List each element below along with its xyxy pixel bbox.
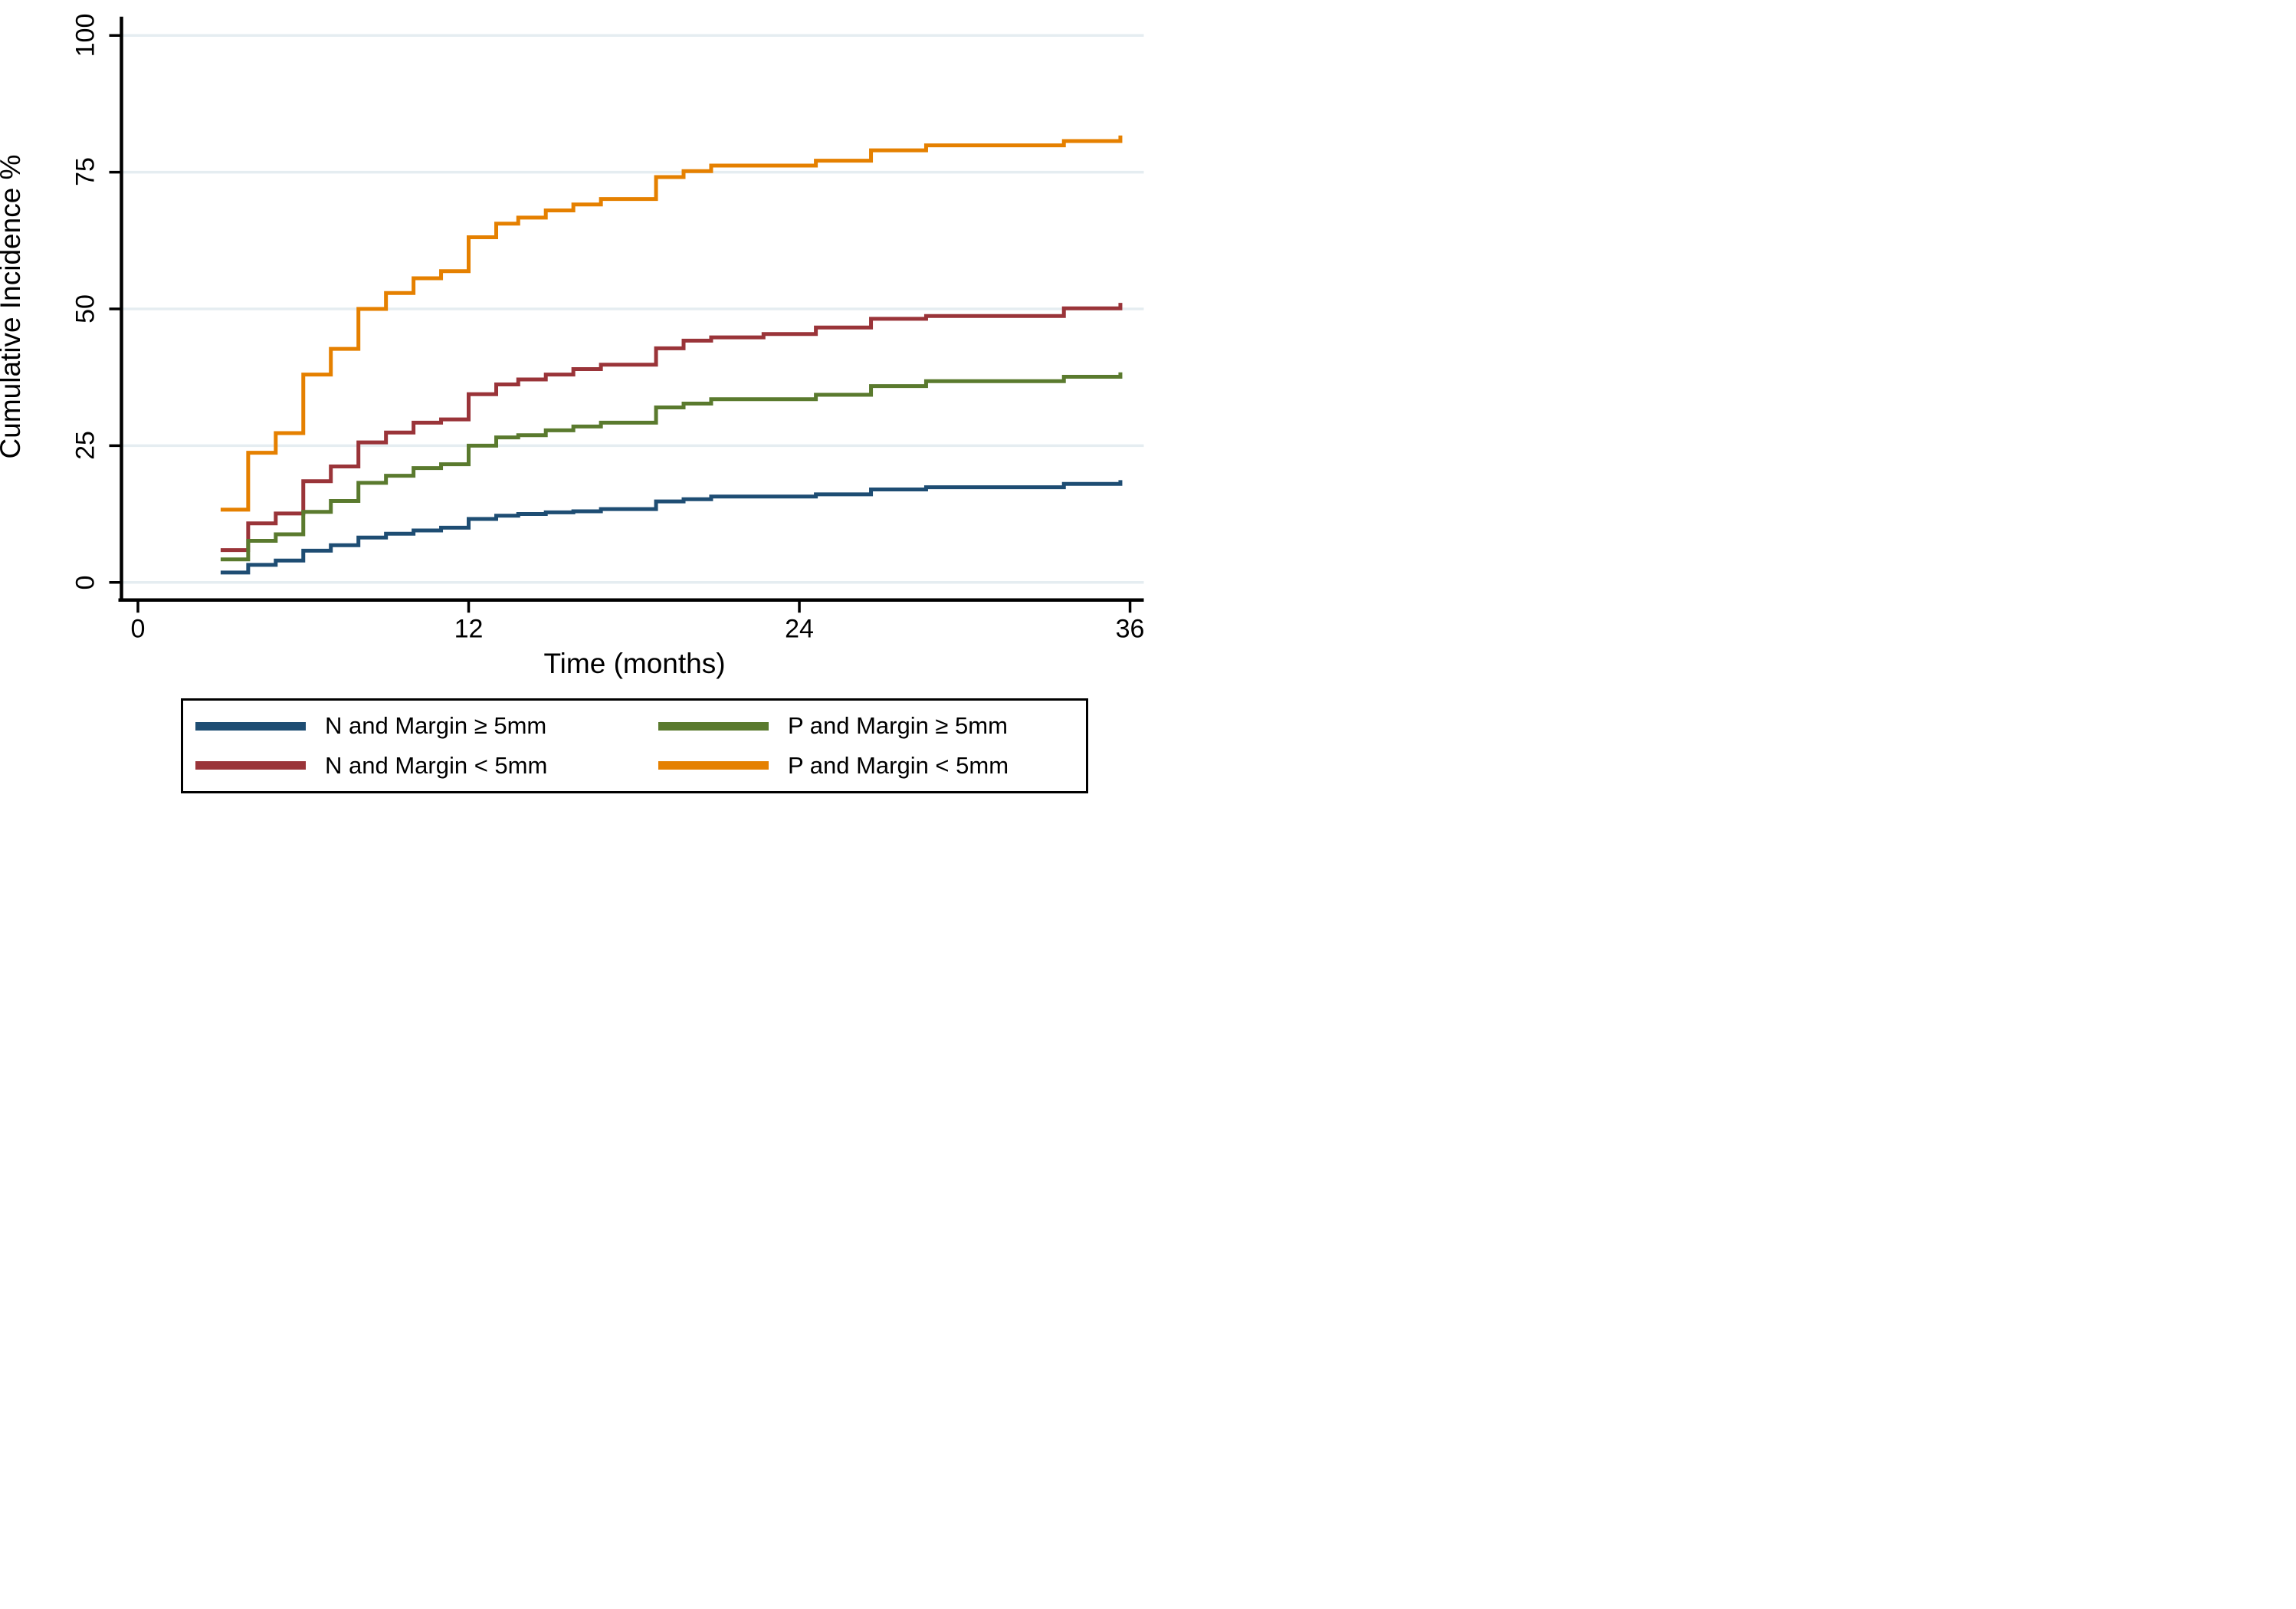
legend-item: P and Margin ≥ 5mm — [658, 712, 1008, 740]
y-tick-label: 0 — [71, 575, 100, 589]
legend-row: N and Margin < 5mm P and Margin < 5mm — [183, 752, 1086, 780]
legend-item: N and Margin ≥ 5mm — [195, 712, 658, 740]
x-tick-label: 0 — [130, 614, 146, 644]
legend-line-swatch-orange — [658, 761, 769, 770]
series-curve — [220, 372, 1123, 562]
legend-label: P and Margin ≥ 5mm — [788, 712, 1008, 740]
x-tick-label: 24 — [785, 614, 814, 644]
series-curve — [220, 480, 1123, 575]
legend-item: N and Margin < 5mm — [195, 752, 658, 780]
series-curve — [220, 135, 1123, 512]
x-tick-label: 12 — [454, 614, 484, 644]
legend-label: N and Margin < 5mm — [325, 751, 548, 779]
y-axis-title: Cumulative Incidence % — [0, 155, 26, 459]
series-curve — [220, 303, 1123, 553]
y-tick-label: 25 — [71, 431, 100, 461]
y-tick-label: 50 — [71, 294, 100, 323]
legend-row: N and Margin ≥ 5mm P and Margin ≥ 5mm — [183, 712, 1086, 740]
x-axis-title: Time (months) — [543, 648, 726, 679]
legend-label: P and Margin < 5mm — [788, 751, 1009, 779]
legend-line-swatch-blue — [195, 721, 306, 731]
y-tick-label: 100 — [71, 13, 100, 57]
legend-line-swatch-green — [658, 721, 769, 731]
cumulative-incidence-chart: Cumulative Incidence % Time (months) 0 25… — [0, 0, 1148, 805]
plot-area — [109, 16, 1144, 613]
legend-item: P and Margin < 5mm — [658, 752, 1009, 780]
x-tick-label: 36 — [1115, 614, 1145, 644]
legend-box: N and Margin ≥ 5mm P and Margin ≥ 5mm N … — [181, 698, 1088, 793]
legend-line-swatch-maroon — [195, 761, 306, 770]
legend-label: N and Margin ≥ 5mm — [325, 712, 547, 740]
y-tick-label: 75 — [71, 157, 100, 187]
